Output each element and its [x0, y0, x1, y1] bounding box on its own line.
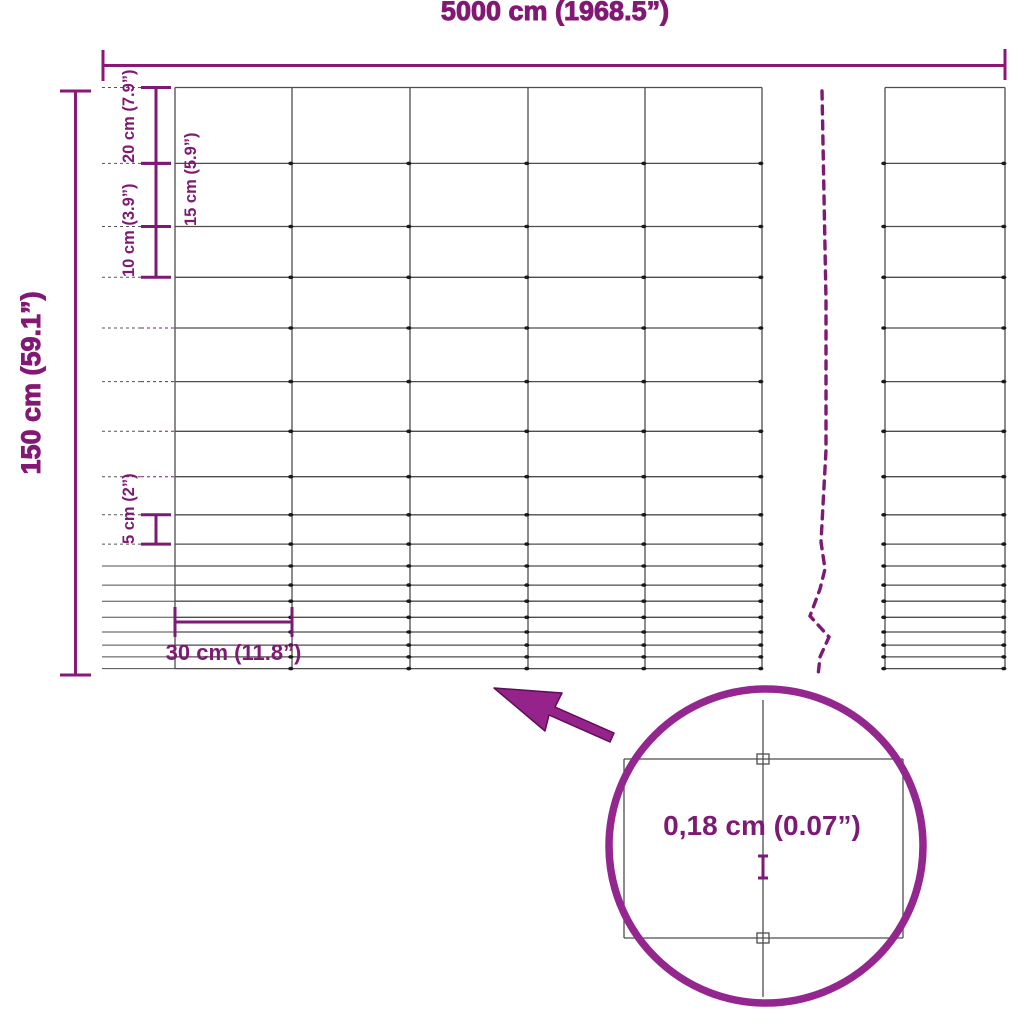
svg-text:30 cm (11.8”): 30 cm (11.8”) — [166, 640, 302, 665]
svg-text:15 cm (5.9”): 15 cm (5.9”) — [182, 132, 200, 226]
svg-text:10 cm (3.9”): 10 cm (3.9”) — [120, 183, 138, 277]
svg-text:5000 cm (1968.5”): 5000 cm (1968.5”) — [441, 0, 669, 26]
svg-text:150 cm (59.1”): 150 cm (59.1”) — [16, 291, 46, 474]
svg-text:5 cm (2”): 5 cm (2”) — [120, 473, 138, 544]
svg-text:20 cm (7.9”): 20 cm (7.9”) — [120, 69, 138, 163]
svg-text:0,18 cm (0.07”): 0,18 cm (0.07”) — [663, 810, 861, 841]
